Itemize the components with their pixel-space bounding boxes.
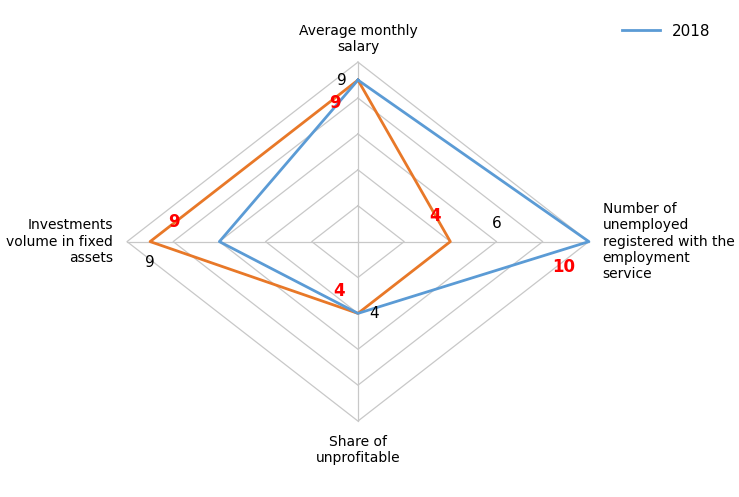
Text: 10: 10 [552, 258, 575, 276]
Text: Investments
volume in fixed
assets: Investments volume in fixed assets [7, 218, 113, 265]
Text: 4: 4 [334, 282, 345, 300]
Text: Number of
unemployed
registered with the
employment
service: Number of unemployed registered with the… [603, 202, 735, 281]
Text: 9: 9 [329, 94, 341, 112]
Text: 4: 4 [429, 207, 441, 225]
Text: 9: 9 [168, 213, 180, 231]
Text: Average monthly
salary: Average monthly salary [299, 24, 418, 54]
Text: 6: 6 [491, 216, 501, 231]
Legend: 2018: 2018 [616, 17, 717, 45]
Text: 4: 4 [370, 306, 379, 321]
Text: Share of
unprofitable: Share of unprofitable [316, 435, 401, 465]
Text: 9: 9 [146, 255, 155, 270]
Text: 9: 9 [337, 73, 347, 87]
